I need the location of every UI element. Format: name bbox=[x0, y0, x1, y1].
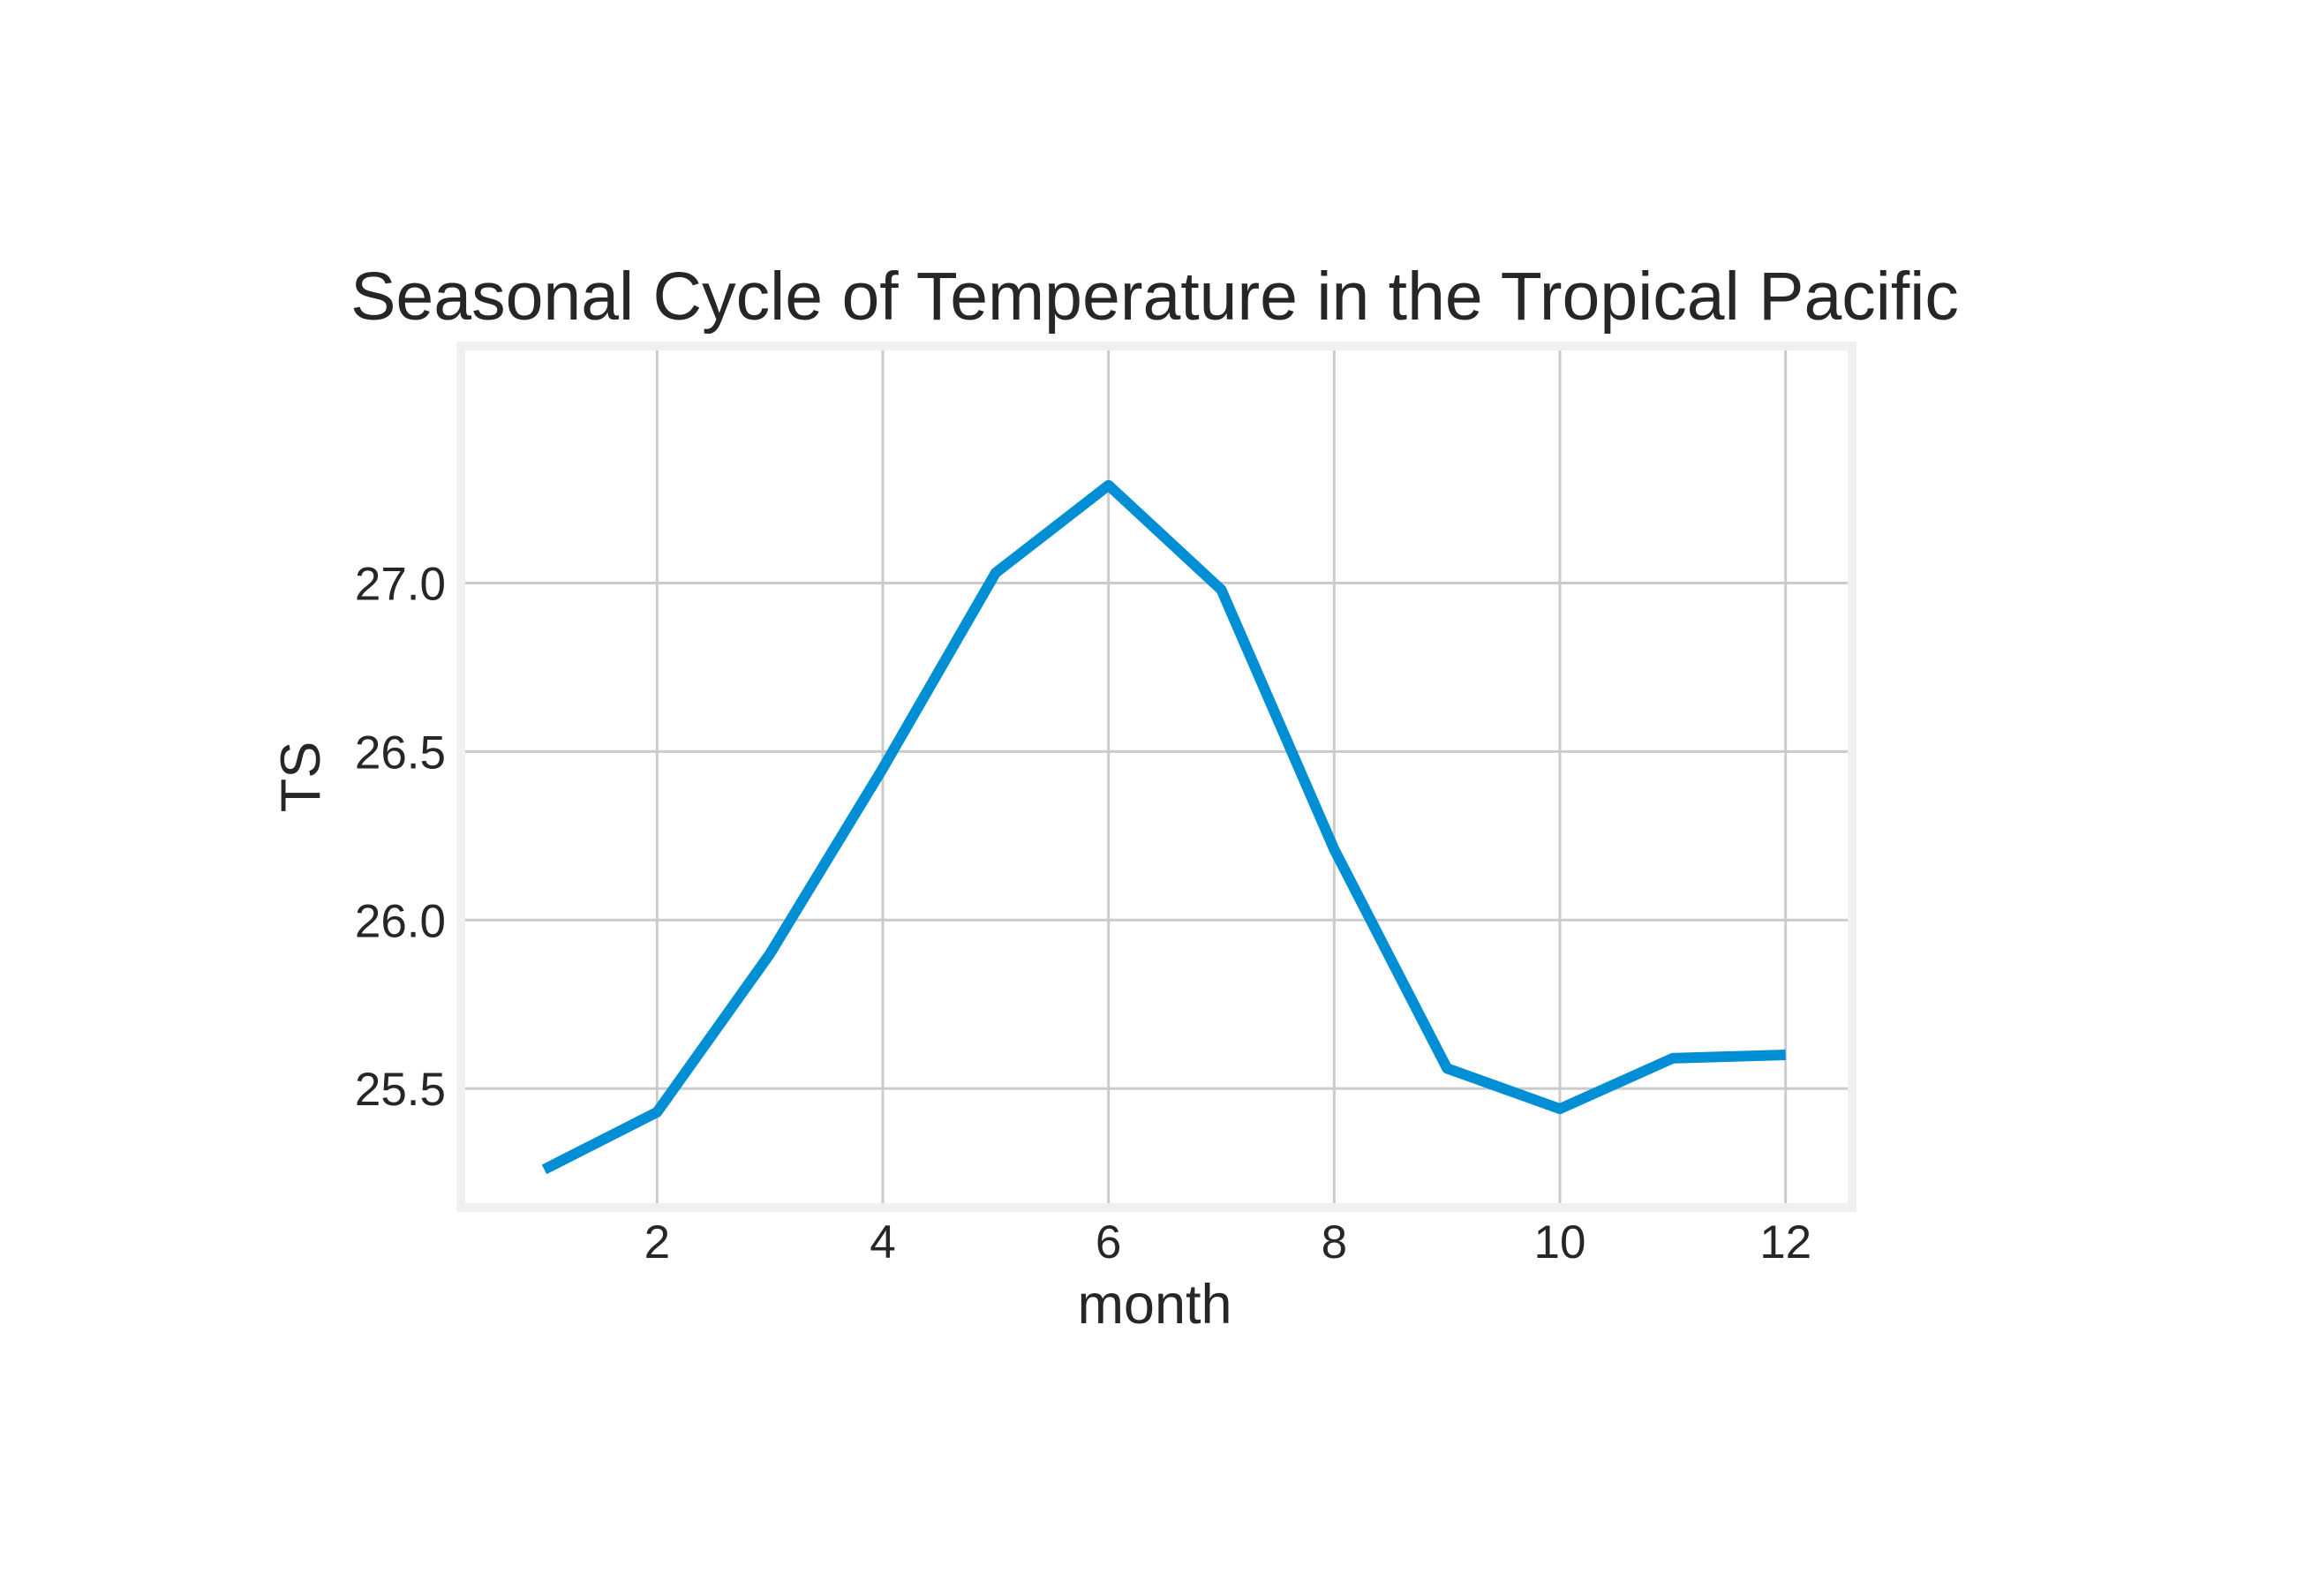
x-axis-label: month bbox=[1077, 1274, 1231, 1336]
y-axis-label: TS bbox=[270, 742, 332, 813]
x-tick-label: 8 bbox=[1322, 1216, 1347, 1269]
y-tick-label: 25.5 bbox=[355, 1064, 446, 1116]
y-tick-label: 26.0 bbox=[355, 895, 446, 947]
y-tick-label: 27.0 bbox=[355, 558, 446, 610]
x-tick-label: 6 bbox=[1096, 1216, 1121, 1269]
x-tick-labels: 2 4 6 8 10 12 bbox=[644, 1216, 1812, 1269]
x-tick-label: 2 bbox=[644, 1216, 670, 1269]
x-tick-label: 12 bbox=[1759, 1216, 1811, 1269]
series-line bbox=[541, 479, 1786, 1175]
x-grid bbox=[655, 350, 1788, 1203]
y-tick-label: 26.5 bbox=[355, 726, 446, 779]
x-tick-label: 4 bbox=[870, 1216, 895, 1269]
y-grid bbox=[465, 581, 1848, 1090]
x-tick-label: 10 bbox=[1534, 1216, 1586, 1269]
y-tick-labels: 25.5 26.0 26.5 27.0 bbox=[355, 558, 446, 1116]
series-group bbox=[541, 479, 1786, 1175]
chart-title: Seasonal Cycle of Temperature in the Tro… bbox=[350, 259, 1959, 335]
plot-frame bbox=[456, 342, 1856, 1212]
